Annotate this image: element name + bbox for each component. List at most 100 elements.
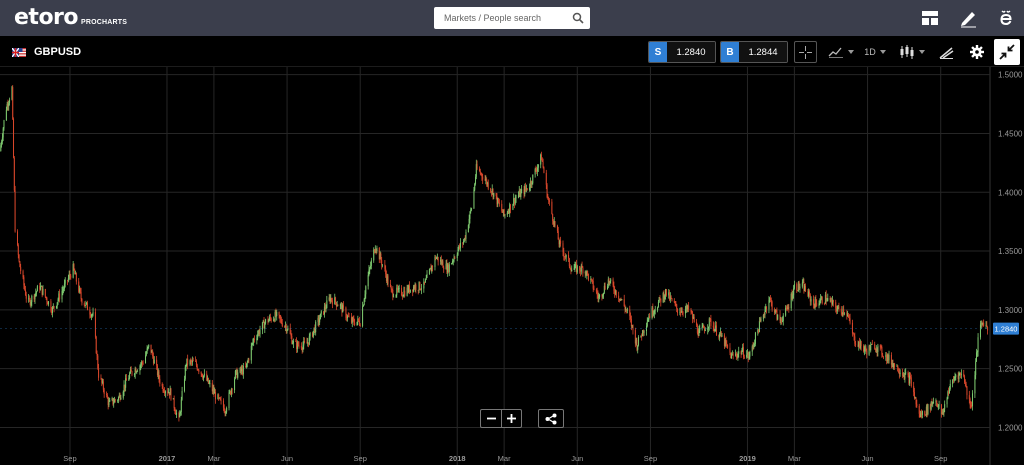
- candle-body: [860, 341, 862, 347]
- candle-body: [397, 287, 399, 290]
- crosshair-button[interactable]: [794, 41, 817, 63]
- candle-body: [19, 261, 21, 268]
- candle-body: [552, 220, 554, 225]
- candle-body: [68, 274, 70, 278]
- candle-body: [518, 190, 520, 196]
- candle-body: [905, 372, 907, 374]
- collapse-icon: [999, 44, 1015, 60]
- candle-body: [317, 317, 319, 322]
- search-box[interactable]: [434, 7, 590, 29]
- candle-body: [108, 401, 110, 406]
- candle-body: [963, 373, 965, 377]
- candle-body: [339, 304, 341, 306]
- candle-body: [257, 334, 259, 339]
- candle-body: [501, 203, 503, 211]
- candle-body: [129, 373, 131, 379]
- candle-body: [157, 371, 159, 376]
- candle-body: [603, 292, 605, 296]
- x-tick-label: 2019: [739, 454, 756, 463]
- settings-button[interactable]: [966, 41, 988, 63]
- etoro-e-icon[interactable]: [996, 8, 1016, 28]
- candle-body: [313, 327, 315, 331]
- collapse-button[interactable]: [994, 39, 1020, 65]
- candle-body: [457, 249, 459, 255]
- candle-body: [787, 307, 789, 310]
- candle-body: [768, 300, 770, 310]
- candle-body: [859, 342, 861, 348]
- candle-body: [785, 307, 787, 309]
- layout-icon[interactable]: [920, 8, 940, 28]
- candle-body: [916, 404, 918, 406]
- candle-body: [712, 325, 714, 327]
- candle-body: [715, 325, 717, 330]
- candle-body: [949, 383, 951, 390]
- candle-body: [189, 360, 191, 365]
- candle-body: [849, 318, 851, 323]
- candle-body: [848, 317, 850, 319]
- chevron-down-icon: [919, 50, 925, 54]
- candle-body: [704, 328, 706, 331]
- candle-body: [318, 317, 320, 323]
- candle-body: [48, 301, 50, 305]
- candle-body: [563, 251, 565, 257]
- candle-body: [6, 104, 8, 110]
- candle-body: [167, 391, 169, 394]
- pencil-icon[interactable]: [958, 8, 978, 28]
- candle-body: [409, 285, 411, 293]
- zoom-out-button[interactable]: [481, 410, 501, 427]
- candle-body: [47, 302, 49, 305]
- candle-body: [429, 268, 431, 270]
- candle-body: [354, 322, 356, 326]
- x-tick-label: Sep: [354, 454, 367, 463]
- search-input[interactable]: [444, 13, 572, 23]
- indicators-button[interactable]: [826, 41, 856, 63]
- candle-body: [698, 330, 700, 336]
- candle-body: [925, 406, 927, 416]
- candle-body: [413, 286, 415, 289]
- candle-body: [141, 361, 143, 364]
- candle-body: [560, 240, 562, 244]
- candle-body: [70, 275, 72, 278]
- candle-body: [636, 339, 638, 350]
- candle-body: [525, 186, 527, 189]
- gbp-usd-flag-icon: [12, 48, 26, 57]
- sell-label: S: [649, 42, 667, 62]
- candle-body: [742, 347, 744, 351]
- buy-button[interactable]: B 1.2844: [720, 41, 788, 63]
- candle-body: [941, 412, 943, 414]
- candle-body: [774, 309, 776, 313]
- candle-body: [814, 299, 816, 308]
- candle-body: [89, 310, 91, 315]
- chart-type-button[interactable]: [896, 41, 928, 63]
- candle-body: [888, 354, 890, 361]
- candle-body: [168, 392, 170, 394]
- candle-body: [241, 368, 243, 372]
- x-tick-label: Jun: [281, 454, 293, 463]
- candle-body: [265, 319, 267, 324]
- candle-body: [213, 388, 215, 394]
- candle-body: [735, 353, 737, 356]
- candle-body: [679, 311, 681, 313]
- share-button[interactable]: [538, 409, 564, 428]
- candle-body: [403, 290, 405, 296]
- zoom-in-button[interactable]: [501, 410, 521, 427]
- price-chart[interactable]: 1.5000 1.4500 1.4000 1.3500 1.3000 1.2500 1.20…: [0, 67, 1024, 465]
- drawing-tools-button[interactable]: [934, 41, 958, 63]
- candle-body: [952, 379, 954, 381]
- sell-button[interactable]: S 1.2840: [648, 41, 716, 63]
- candle-body: [564, 256, 566, 258]
- candle-body: [875, 348, 877, 350]
- candle-body: [253, 338, 255, 341]
- candle-body: [490, 188, 492, 192]
- candle-body: [490, 191, 492, 193]
- candle-body: [120, 397, 122, 400]
- candle-body: [526, 188, 528, 190]
- timeframe-select[interactable]: 1D: [862, 41, 888, 63]
- candle-body: [952, 379, 954, 384]
- etoro-logo[interactable]: etoro PROCHARTS: [14, 7, 127, 29]
- candle-body: [430, 268, 432, 272]
- search-icon[interactable]: [572, 12, 584, 24]
- candle-body: [74, 269, 76, 275]
- candle-body: [885, 354, 887, 358]
- x-tick-label: 2017: [159, 454, 176, 463]
